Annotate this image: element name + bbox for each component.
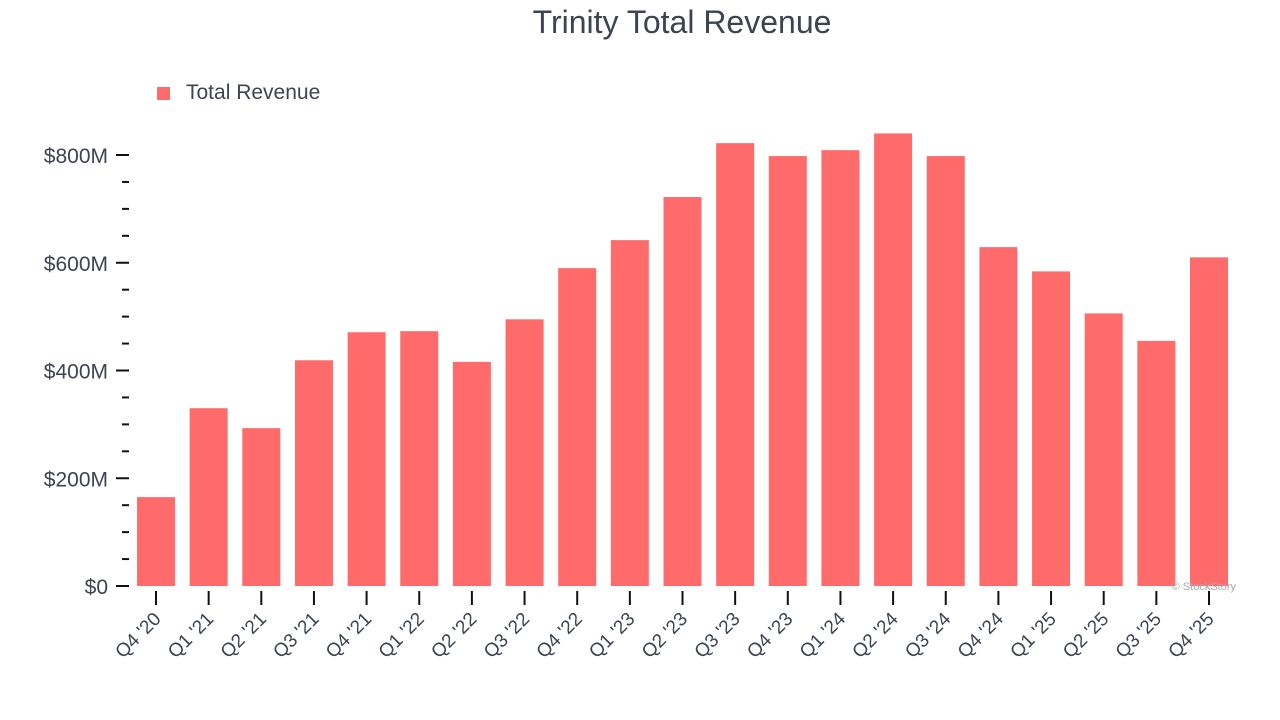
bar-q3-21 — [294, 360, 333, 586]
bar-q1-22 — [400, 331, 439, 586]
bar-q2-25 — [1084, 313, 1123, 586]
bar-q2-21 — [242, 428, 281, 586]
bar-q4-23 — [768, 156, 807, 586]
x-tick-label: Q4 '20 — [112, 609, 166, 663]
y-tick-label: $400M — [44, 361, 108, 384]
bar-q2-23 — [663, 197, 702, 586]
x-tick-label: Q1 '22 — [375, 609, 429, 663]
y-tick-label: $200M — [44, 468, 108, 491]
bar-q4-21 — [347, 332, 386, 586]
x-tick-label: Q2 '21 — [217, 609, 271, 663]
bar-q4-25 — [1190, 257, 1228, 586]
x-tick-label: Q3 '22 — [480, 609, 534, 663]
y-tick-label: $800M — [44, 145, 108, 168]
bar-q1-23 — [610, 240, 649, 586]
bar-q3-24 — [926, 156, 965, 586]
x-tick-label: Q3 '25 — [1112, 609, 1166, 663]
x-tick-label: Q3 '24 — [901, 608, 955, 662]
bar-q4-22 — [558, 268, 597, 586]
x-tick-label: Q2 '23 — [638, 609, 692, 663]
x-tick-label: Q2 '25 — [1059, 609, 1113, 663]
bar-q4-24 — [979, 247, 1018, 586]
x-tick-label: Q3 '21 — [269, 609, 323, 663]
y-tick-label: $0 — [85, 576, 108, 599]
x-tick-label: Q2 '24 — [849, 608, 903, 662]
x-tick-label: Q1 '23 — [585, 609, 639, 663]
x-tick-label: Q1 '21 — [164, 609, 218, 663]
x-tick-label: Q4 '23 — [743, 609, 797, 663]
bar-q1-21 — [189, 408, 228, 586]
x-tick-label: Q4 '22 — [533, 609, 587, 663]
chart-title: Trinity Total Revenue — [533, 4, 832, 40]
x-tick-label: Q1 '24 — [796, 608, 850, 662]
bar-q3-23 — [716, 143, 755, 586]
x-tick-label: Q4 '25 — [1165, 609, 1219, 663]
bar-q2-22 — [452, 361, 491, 586]
bar-q1-24 — [821, 150, 860, 586]
x-tick-label: Q3 '23 — [691, 609, 745, 663]
watermark: © StockStory — [1172, 581, 1237, 593]
legend-label: Total Revenue — [186, 81, 320, 104]
bar-q3-22 — [505, 319, 544, 586]
bar-q4-20 — [137, 497, 175, 586]
x-tick-label: Q4 '21 — [322, 609, 376, 663]
y-tick-label: $600M — [44, 253, 108, 276]
legend-swatch — [157, 87, 170, 100]
x-tick-label: Q2 '22 — [427, 609, 481, 663]
bar-q1-25 — [1032, 271, 1071, 586]
x-tick-label: Q1 '25 — [1007, 609, 1061, 663]
bar-q2-24 — [874, 133, 913, 586]
x-tick-label: Q4 '24 — [954, 608, 1008, 662]
bar-q3-25 — [1137, 340, 1176, 586]
